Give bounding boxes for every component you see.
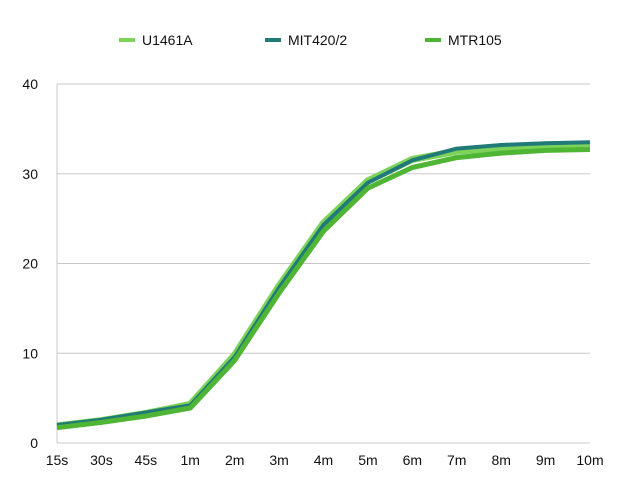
axes: 0 10 20 30 40 15s 30s 45s 1m 2m 3m 4m 5m 6m 7m 8m 9m 10m [22, 76, 603, 468]
x-tick-label: 8m [491, 452, 510, 468]
x-tick-label: 5m [358, 452, 377, 468]
x-tick-label: 1m [181, 452, 200, 468]
x-tick-label: 2m [225, 452, 244, 468]
y-tick-label: 0 [30, 435, 38, 451]
legend-label: MIT420/2 [288, 32, 347, 48]
series-lines [56, 140, 591, 431]
x-tick-label: 15s [46, 452, 69, 468]
series-line-mtr105 [56, 147, 591, 431]
series-line-mit420-2 [56, 140, 591, 428]
legend-label: U1461A [142, 32, 193, 48]
y-tick-label: 30 [22, 166, 38, 182]
x-tick-label: 9m [536, 452, 555, 468]
legend: U1461A MIT420/2 MTR105 [119, 32, 502, 48]
y-tick-label: 20 [22, 256, 38, 272]
gridlines [57, 83, 590, 444]
x-tick-label: 6m [403, 452, 422, 468]
y-tick-label: 10 [22, 345, 38, 361]
series-line-u1461a [56, 142, 590, 430]
x-tick-label: 10m [576, 452, 603, 468]
x-tick-label: 30s [90, 452, 113, 468]
y-tick-label: 40 [22, 76, 38, 92]
x-tick-label: 4m [314, 452, 333, 468]
x-tick-label: 45s [135, 452, 158, 468]
x-tick-label: 3m [269, 452, 288, 468]
x-tick-label: 7m [447, 452, 466, 468]
legend-label: MTR105 [448, 32, 502, 48]
